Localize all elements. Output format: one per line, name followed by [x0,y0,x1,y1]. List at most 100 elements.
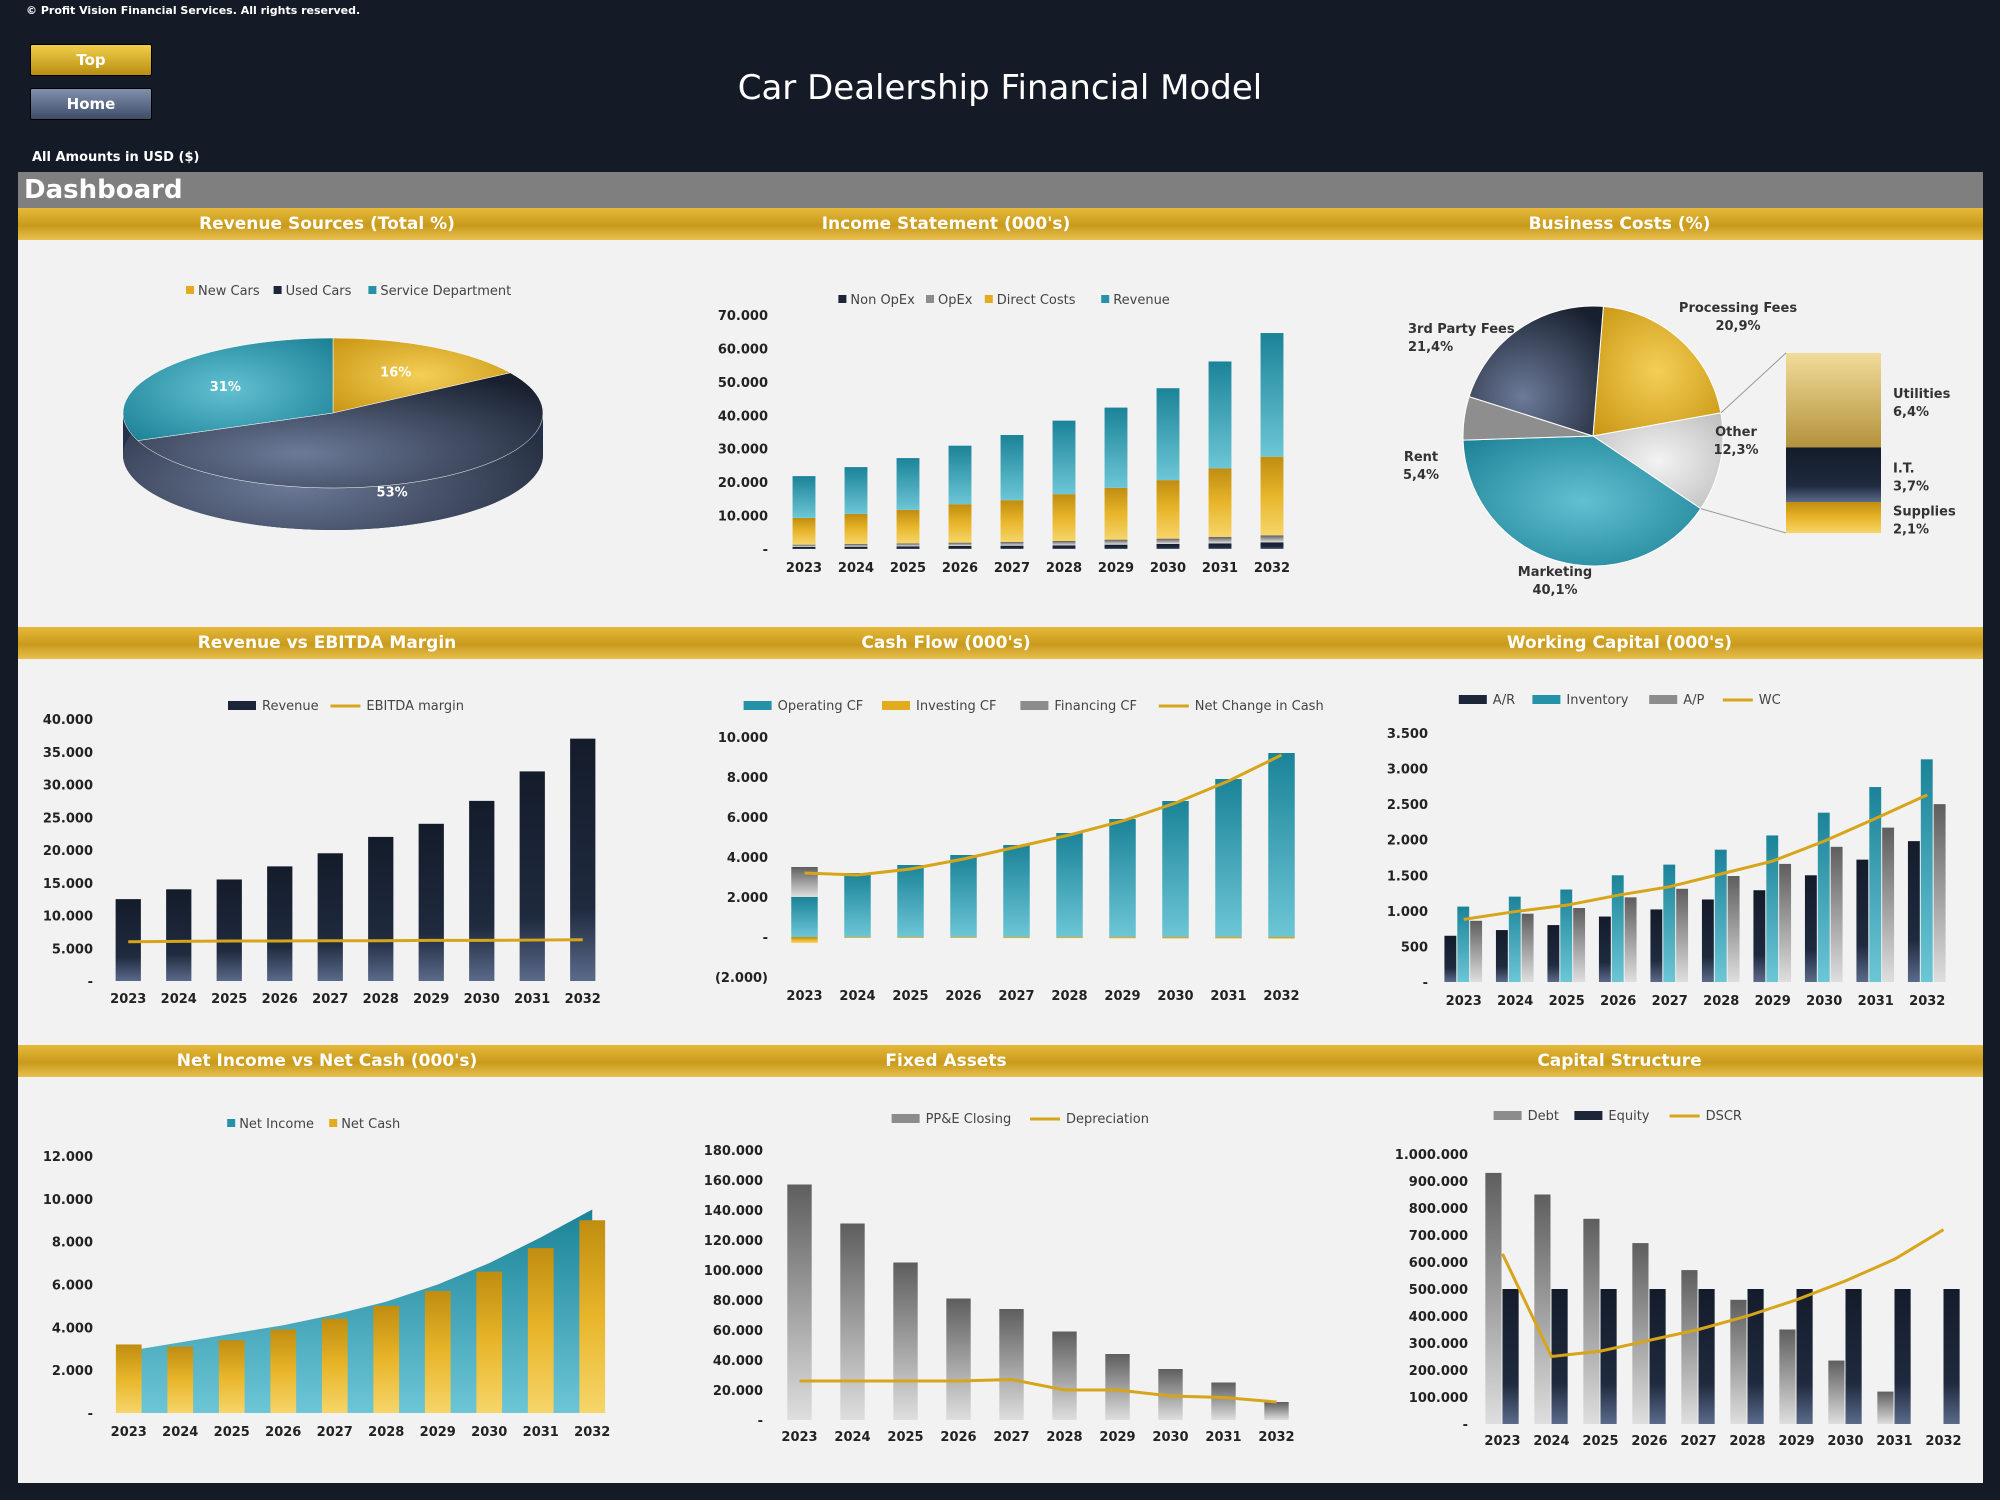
business-costs-connector [1720,352,1787,414]
fixed-assets-legend-label: Depreciation [1066,1112,1149,1127]
cash-flow-y-tick: 10.000 [718,731,768,746]
income-statement-legend-marker [1101,295,1110,303]
working-capital-bar [1907,841,1920,982]
cash-flow-x-tick: 2031 [1210,989,1246,1004]
income-statement-legend-label: OpEx [938,293,973,308]
cash-flow-x-tick: 2026 [945,989,981,1004]
page-title: Car Dealership Financial Model [737,68,1263,108]
revenue-ebitda-bar [317,853,343,981]
working-capital-y-tick: 3.500 [1387,727,1428,742]
working-capital-bar [1817,812,1830,982]
capital-structure-x-tick: 2029 [1778,1434,1814,1449]
income-statement-bar [1208,468,1232,537]
revenue-sources-slice-label: 16% [380,365,411,380]
capital-structure-bar [1747,1289,1764,1424]
home-button[interactable]: Home [30,88,152,120]
cash-flow-x-tick: 2023 [786,989,822,1004]
revenue-ebitda-x-tick: 2028 [363,992,399,1007]
business-costs-breakdown-label: I.T. [1893,462,1915,477]
income-statement-x-tick: 2024 [838,561,874,576]
income-statement-bar [844,546,868,549]
business-costs-connector [1700,508,1787,534]
business-costs-slice-label: Other [1715,425,1757,440]
revenue-sources-slice [137,372,544,489]
cash-flow-bar [844,873,871,937]
capital-structure-bar [1534,1194,1551,1424]
capital-structure-bar [1485,1172,1502,1424]
capital-structure-y-tick: 300.000 [1409,1337,1468,1352]
fixed-assets-legend-label: PP&E Closing [926,1112,1012,1127]
working-capital-bar [1650,909,1663,982]
business-costs-slice-value: 5,4% [1403,468,1439,483]
cash-flow-bar [897,937,924,938]
net-income-x-tick: 2023 [111,1425,147,1440]
cash-flow-bar [897,865,924,937]
cash-flow-y-tick: 4.000 [727,851,768,866]
capital-structure-title: Capital Structure [1256,1045,1983,1077]
income-statement-bar [1104,544,1128,549]
dashboard-bar: Dashboard [18,172,1983,208]
capital-structure-bar [1877,1391,1894,1424]
capital-structure-legend-label: DSCR [1706,1109,1742,1124]
revenue-ebitda-y-tick: 5.000 [52,942,93,957]
working-capital-bar [1701,899,1714,982]
business-costs-slice-value: 20,9% [1715,319,1760,334]
cash-flow-bar [950,855,977,937]
fixed-assets-depreciation-line [799,1377,1277,1404]
income-statement-legend-label: Direct Costs [997,293,1076,308]
capital-structure-y-tick: 1.000.000 [1395,1148,1468,1163]
working-capital-bar [1830,846,1843,982]
net-cash-bar [115,1344,142,1413]
capital-structure-bar [1894,1289,1911,1424]
dashboard-content: Revenue Sources (Total %) Income Stateme… [18,208,1983,1483]
working-capital-bar [1714,849,1727,982]
income-statement-y-tick: 40.000 [718,409,768,424]
working-capital-y-tick: 1.000 [1387,905,1428,920]
income-statement-x-tick: 2026 [942,561,978,576]
capital-structure-bar [1779,1329,1796,1424]
working-capital-bar [1753,890,1766,982]
cash-flow-net-change-line [804,753,1283,877]
working-capital-x-tick: 2024 [1497,994,1533,1009]
working-capital-x-tick: 2028 [1703,994,1739,1009]
working-capital-y-tick: 1.500 [1387,869,1428,884]
currency-note: All Amounts in USD ($) [32,150,200,165]
cash-flow-legend-marker [743,701,772,710]
revenue-sources-legend-marker [368,286,377,294]
working-capital-bar [1444,935,1457,982]
cash-flow-x-tick: 2028 [1051,989,1087,1004]
cash-flow-bar [1109,937,1136,939]
income-statement-x-tick: 2032 [1254,561,1290,576]
cash-flow-x-tick: 2030 [1157,989,1193,1004]
income-statement-bar [1104,487,1128,540]
income-statement-bar [896,543,920,547]
revenue-ebitda-bar [115,899,141,981]
capital-structure-bar [1730,1299,1747,1424]
revenue-ebitda-legend-label: EBITDA margin [366,699,464,714]
fixed-assets-y-tick: 160.000 [704,1174,763,1189]
income-statement-x-tick: 2029 [1098,561,1134,576]
capital-structure-x-tick: 2030 [1827,1434,1863,1449]
business-costs-breakdown-label: Utilities [1893,387,1951,402]
revenue-sources-legend-label: Service Department [380,284,511,299]
capital-structure-bar [1649,1289,1666,1424]
income-statement-bar [844,513,868,544]
capital-structure-x-tick: 2024 [1533,1434,1569,1449]
net-cash-bar [218,1340,245,1413]
fixed-assets-y-tick: 120.000 [704,1234,763,1249]
capital-structure-bar [1845,1289,1862,1424]
top-button[interactable]: Top [30,44,152,76]
working-capital-y-tick: - [1423,976,1428,991]
business-costs-breakdown-value: 6,4% [1893,405,1929,420]
working-capital-x-tick: 2030 [1806,994,1842,1009]
fixed-assets-x-tick: 2028 [1046,1430,1082,1445]
working-capital-y-tick: 2.500 [1387,798,1428,813]
net-income-x-tick: 2026 [265,1425,301,1440]
income-statement-x-tick: 2027 [994,561,1030,576]
capital-structure-x-tick: 2027 [1680,1434,1716,1449]
income-statement-legend-label: Revenue [1113,293,1170,308]
revenue-ebitda-legend-label: Revenue [262,699,319,714]
revenue-sources-legend-marker [186,286,194,294]
net-income-y-tick: 4.000 [52,1321,93,1336]
working-capital-x-tick: 2025 [1549,994,1585,1009]
